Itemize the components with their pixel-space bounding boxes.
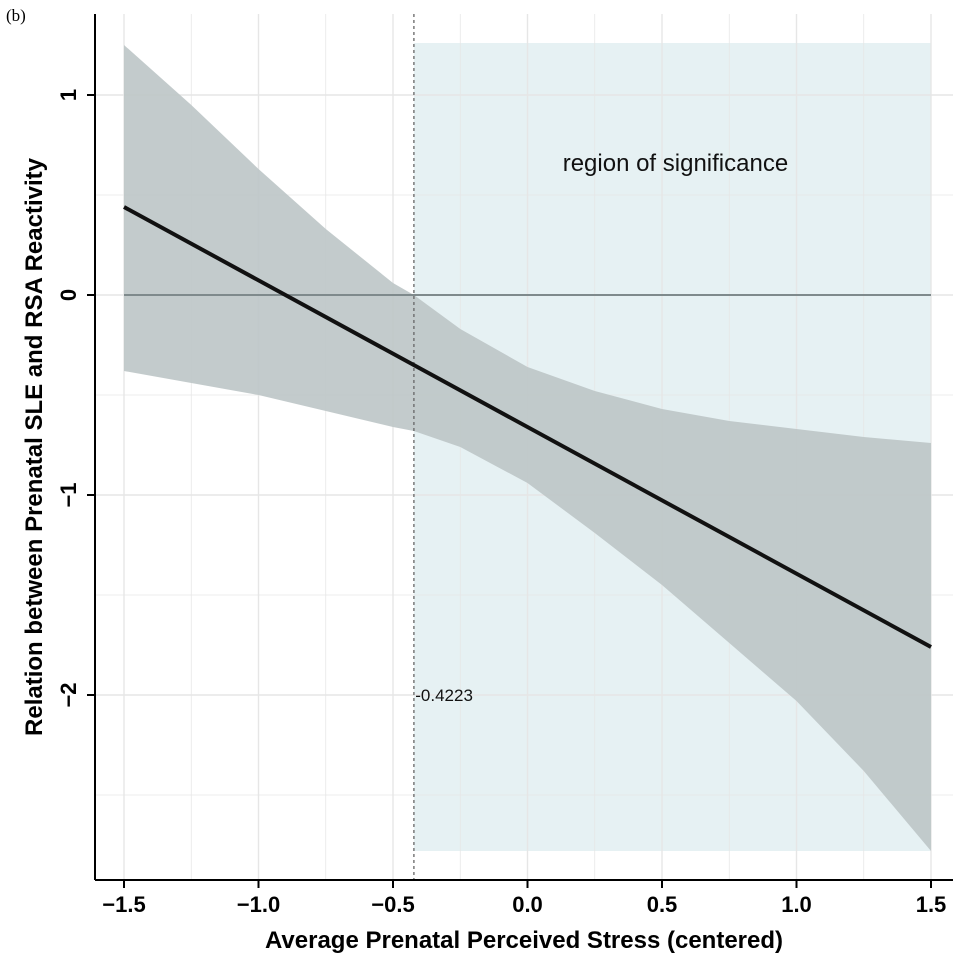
confidence-band <box>124 45 931 851</box>
threshold-value-label: -0.4223 <box>415 686 473 705</box>
x-tick-label: 1.5 <box>916 892 947 917</box>
annotations-layer: region of significance -0.4223 <box>415 150 788 705</box>
region-of-significance-label: region of significance <box>563 150 788 177</box>
x-tick-label: 0.0 <box>512 892 543 917</box>
y-tick-label: −1 <box>56 482 81 507</box>
y-tick-label: 0 <box>56 289 81 301</box>
y-tick-label: −2 <box>56 682 81 707</box>
x-tick-label: −1.0 <box>237 892 280 917</box>
x-axis-label: Average Prenatal Perceived Stress (cente… <box>265 927 783 954</box>
x-tick-label: −0.5 <box>371 892 414 917</box>
y-tick-label: 1 <box>56 89 81 101</box>
regression-line <box>123 205 932 649</box>
series-layer <box>123 205 932 649</box>
reference-lines-layer <box>124 14 931 880</box>
x-tick-label: 1.0 <box>781 892 812 917</box>
x-tick-label: −1.5 <box>102 892 145 917</box>
axes-layer <box>94 14 953 881</box>
panel-label: (b) <box>6 6 26 25</box>
confidence-band-layer <box>124 45 931 851</box>
y-axis-label: Relation between Prenatal SLE and RSA Re… <box>21 157 48 736</box>
x-tick-label: 0.5 <box>647 892 678 917</box>
ticks-layer: −1.5 −1.0 −0.5 0.0 0.5 1.0 1.5 −2 −1 0 1 <box>56 89 946 917</box>
